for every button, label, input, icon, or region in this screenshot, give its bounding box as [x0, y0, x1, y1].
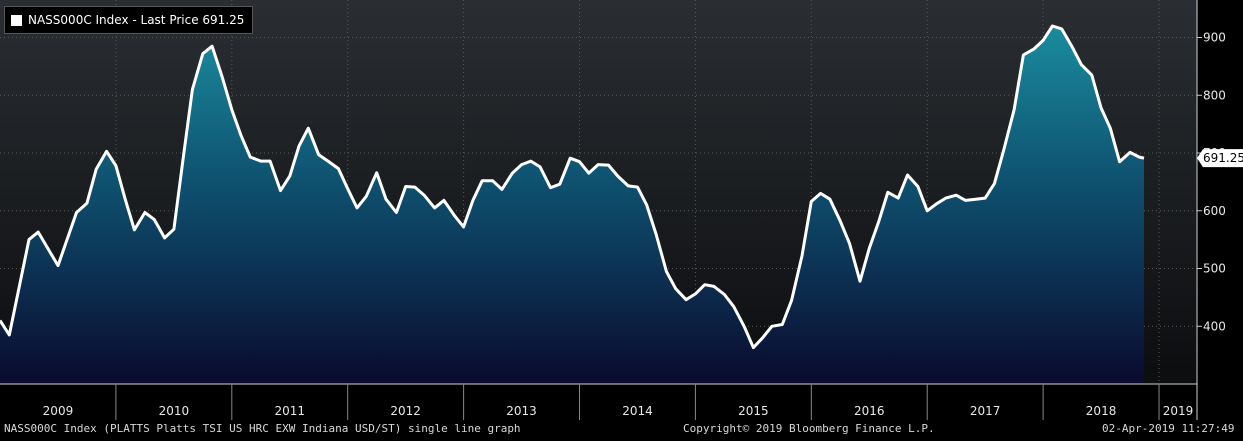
y-tick-label: 900	[1203, 31, 1226, 45]
x-axis-ticks: 2009 2010 2011 2012 2013 2014 2015 2016 2017 2018…	[43, 384, 1194, 420]
footer-copyright: Copyright© 2019 Bloomberg Finance L.P.	[683, 422, 935, 435]
y-tick-label: 800	[1203, 88, 1226, 102]
last-price-marker: 691.25	[1197, 149, 1243, 168]
legend: NASS000C Index - Last Price 691.25	[4, 6, 254, 34]
x-tick-label: 2016	[854, 404, 885, 418]
footer-description: NASS000C Index (PLATTS Platts TSI US HRC…	[4, 422, 521, 435]
footer-timestamp: 02-Apr-2019 11:27:49	[1102, 422, 1235, 435]
last-price-label: 691.25	[1203, 151, 1243, 165]
x-tick-label: 2013	[506, 404, 537, 418]
legend-swatch	[11, 14, 22, 26]
y-axis-ticks: 400500600700800900	[1197, 31, 1226, 333]
x-tick-label: 2017	[970, 404, 1001, 418]
x-tick-label: 2010	[159, 404, 190, 418]
x-tick-label: 2014	[622, 404, 653, 418]
y-tick-label: 600	[1203, 204, 1226, 218]
x-tick-label: 2011	[274, 404, 305, 418]
y-tick-label: 400	[1203, 319, 1226, 333]
x-tick-label: 2012	[390, 404, 421, 418]
last-price-tag	[1197, 149, 1243, 168]
footer: NASS000C Index (PLATTS Platts TSI US HRC…	[0, 420, 1243, 437]
series-area	[0, 26, 1144, 384]
x-tick-label: 2019	[1163, 404, 1194, 418]
legend-label: NASS000C Index - Last Price 691.25	[28, 13, 245, 27]
axes	[0, 0, 1198, 420]
series-line	[0, 24, 1145, 350]
x-tick-label: 2018	[1086, 404, 1117, 418]
x-tick-label: 2015	[738, 404, 769, 418]
x-tick-label: 2009	[43, 404, 74, 418]
y-tick-label: 500	[1203, 262, 1226, 276]
